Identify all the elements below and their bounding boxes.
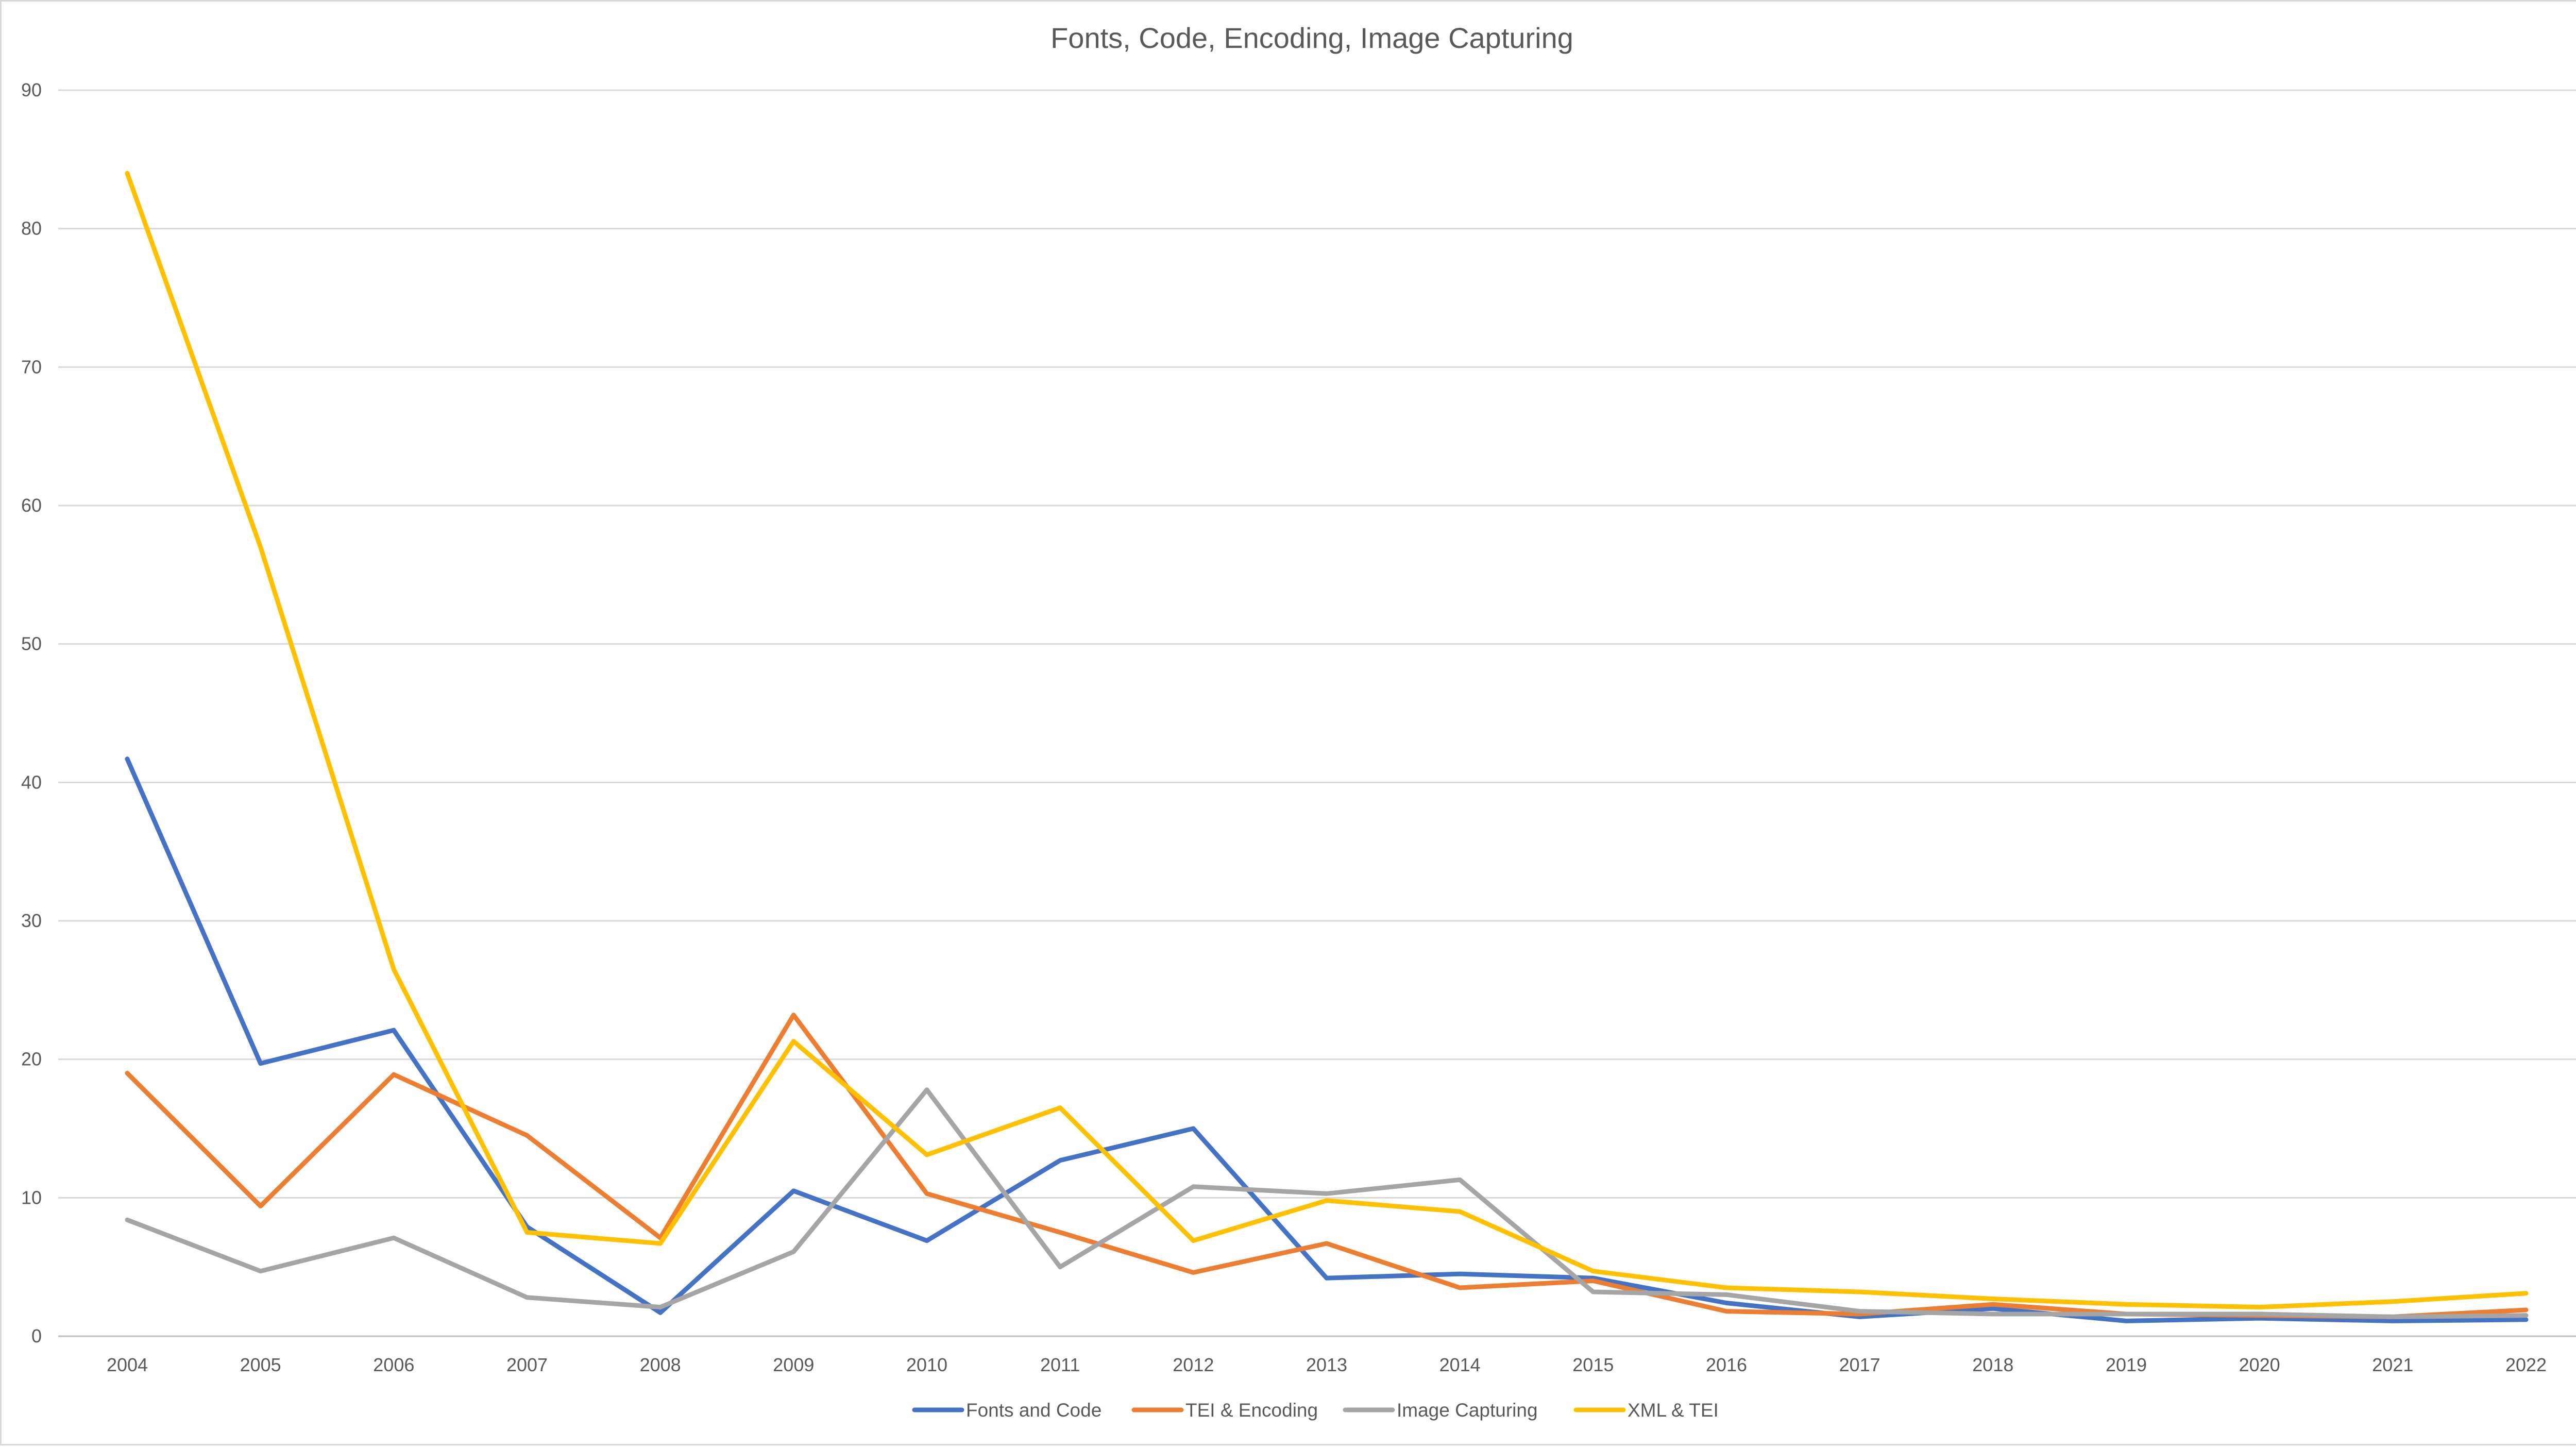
x-tick-label: 2004 (107, 1354, 148, 1375)
x-tick-label: 2005 (240, 1354, 281, 1375)
y-tick-label: 40 (21, 771, 42, 793)
x-tick-label: 2012 (1173, 1354, 1214, 1375)
x-tick-label: 2010 (906, 1354, 947, 1375)
y-axis-ticks: 0 10 20 30 40 50 60 70 80 90 (21, 79, 42, 1347)
x-tick-label: 2014 (1439, 1354, 1481, 1375)
legend-label: Image Capturing (1397, 1400, 1538, 1421)
series-line-xml-tei (125, 171, 2529, 1310)
series-line-image-capturing (125, 1087, 2529, 1319)
legend: Fonts and Code TEI & Encoding Image Captur… (912, 1400, 1719, 1421)
legend-label: TEI & Encoding (1185, 1400, 1318, 1421)
y-tick-label: 30 (21, 910, 42, 931)
x-tick-label: 2018 (1972, 1354, 2013, 1375)
y-tick-label: 80 (21, 218, 42, 239)
x-tick-label: 2022 (2505, 1354, 2547, 1375)
series-line-fonts-and-code (125, 756, 2529, 1323)
y-tick-label: 60 (21, 495, 42, 516)
x-tick-label: 2013 (1306, 1354, 1347, 1375)
x-tick-label: 2009 (773, 1354, 814, 1375)
x-tick-label: 2006 (373, 1354, 414, 1375)
x-tick-label: 2017 (1839, 1354, 1880, 1375)
x-tick-label: 2020 (2239, 1354, 2280, 1375)
x-tick-label: 2019 (2106, 1354, 2147, 1375)
y-tick-label: 20 (21, 1049, 42, 1070)
x-tick-label: 2007 (506, 1354, 548, 1375)
series-lines (125, 171, 2529, 1323)
x-tick-label: 2015 (1572, 1354, 1614, 1375)
gridlines (58, 89, 2576, 1337)
y-tick-label: 0 (31, 1325, 42, 1347)
y-tick-label: 70 (21, 356, 42, 377)
y-tick-label: 10 (21, 1187, 42, 1208)
y-tick-label: 50 (21, 633, 42, 654)
legend-label: Fonts and Code (966, 1400, 1101, 1421)
x-tick-label: 2008 (640, 1354, 681, 1375)
x-axis-ticks: 2004 2005 2006 2007 2008 2009 2010 2011 2012 2013… (107, 1354, 2547, 1375)
legend-label: XML & TEI (1628, 1400, 1719, 1421)
chart-title: Fonts, Code, Encoding, Image Capturing (1050, 22, 1573, 54)
x-tick-label: 2016 (1706, 1354, 1747, 1375)
y-tick-label: 90 (21, 79, 42, 100)
x-tick-label: 2021 (2372, 1354, 2413, 1375)
x-tick-label: 2011 (1040, 1354, 1080, 1375)
